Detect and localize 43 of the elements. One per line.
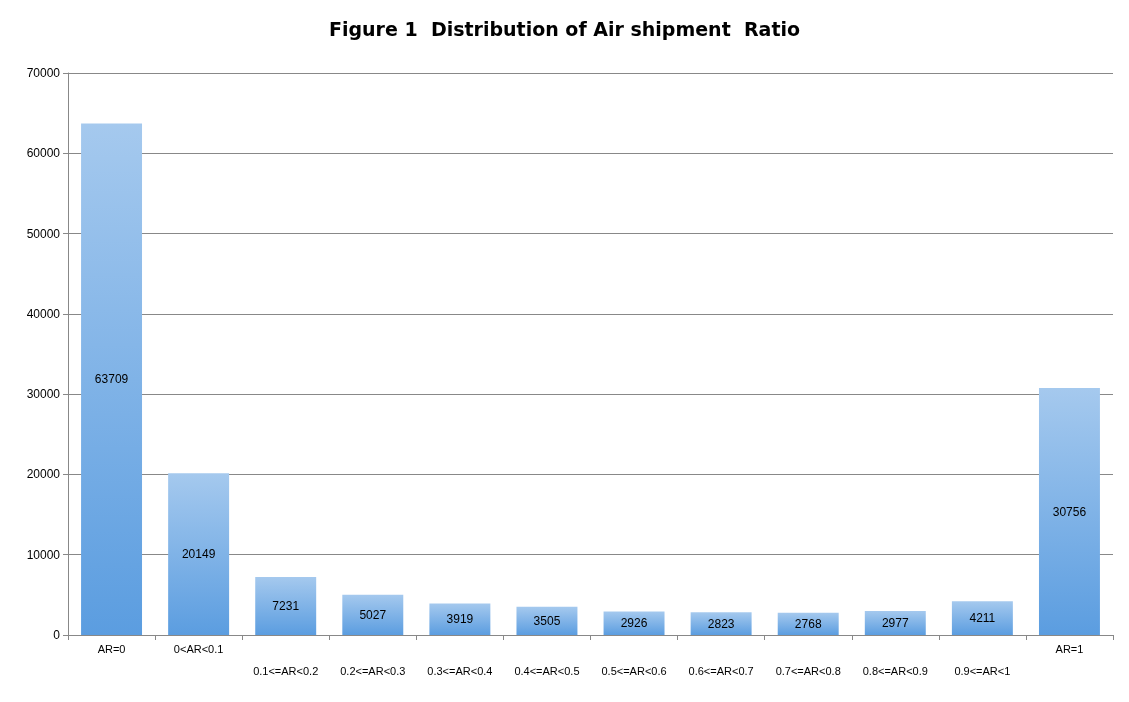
bar (951, 601, 1013, 635)
data-label: 2977 (881, 616, 909, 631)
bar (864, 611, 926, 635)
chart-title: Figure 1 Distribution of Air shipment Ratio (328, 17, 801, 40)
data-label: 5027 (359, 607, 387, 622)
data-label: 2823 (707, 616, 735, 631)
x-tick-label: 0.8<=AR<0.9 (862, 664, 928, 677)
bar (690, 612, 752, 635)
y-tick-label: 60000 (26, 146, 61, 161)
y-tick-label: 10000 (26, 547, 61, 562)
x-tick-label: AR=1 (1055, 642, 1084, 655)
bar (81, 123, 143, 635)
bar (516, 606, 578, 635)
data-label: 4211 (969, 611, 996, 626)
x-tick-label: 0.7<=AR<0.8 (775, 664, 841, 677)
x-tick-label: 0.2<=AR<0.3 (340, 664, 406, 677)
bar (1038, 388, 1100, 635)
y-tick-label: 50000 (26, 226, 61, 241)
x-tick-label: AR=0 (97, 642, 126, 655)
y-tick-label: 40000 (26, 306, 61, 321)
bar (255, 576, 317, 635)
x-tick-label: 0.9<=AR<1 (954, 664, 1011, 677)
x-tick-label: 0.3<=AR<0.4 (427, 664, 493, 677)
bar (168, 473, 230, 635)
y-tick-label: 0 (53, 628, 61, 642)
y-tick-label: 20000 (26, 467, 61, 482)
data-label: 2926 (620, 616, 648, 631)
x-tick-label: 0.1<=AR<0.2 (253, 664, 319, 677)
x-tick-label: 0.6<=AR<0.7 (688, 664, 754, 677)
data-label: 30756 (1052, 504, 1087, 519)
data-label: 3505 (533, 613, 561, 628)
x-tick-label: 0.4<=AR<0.5 (514, 664, 580, 677)
data-label: 20149 (181, 547, 216, 562)
bar (342, 594, 404, 635)
x-tick-label: 0.5<=AR<0.6 (601, 664, 667, 677)
x-tick-label: 0<AR<0.1 (173, 642, 224, 655)
data-label: 7231 (272, 598, 300, 613)
data-label: 3919 (446, 612, 474, 627)
y-tick-label: 70000 (26, 66, 61, 80)
data-label: 63709 (94, 372, 129, 387)
bar (429, 603, 491, 635)
y-tick-label: 30000 (26, 387, 61, 402)
data-label: 2768 (794, 616, 822, 631)
